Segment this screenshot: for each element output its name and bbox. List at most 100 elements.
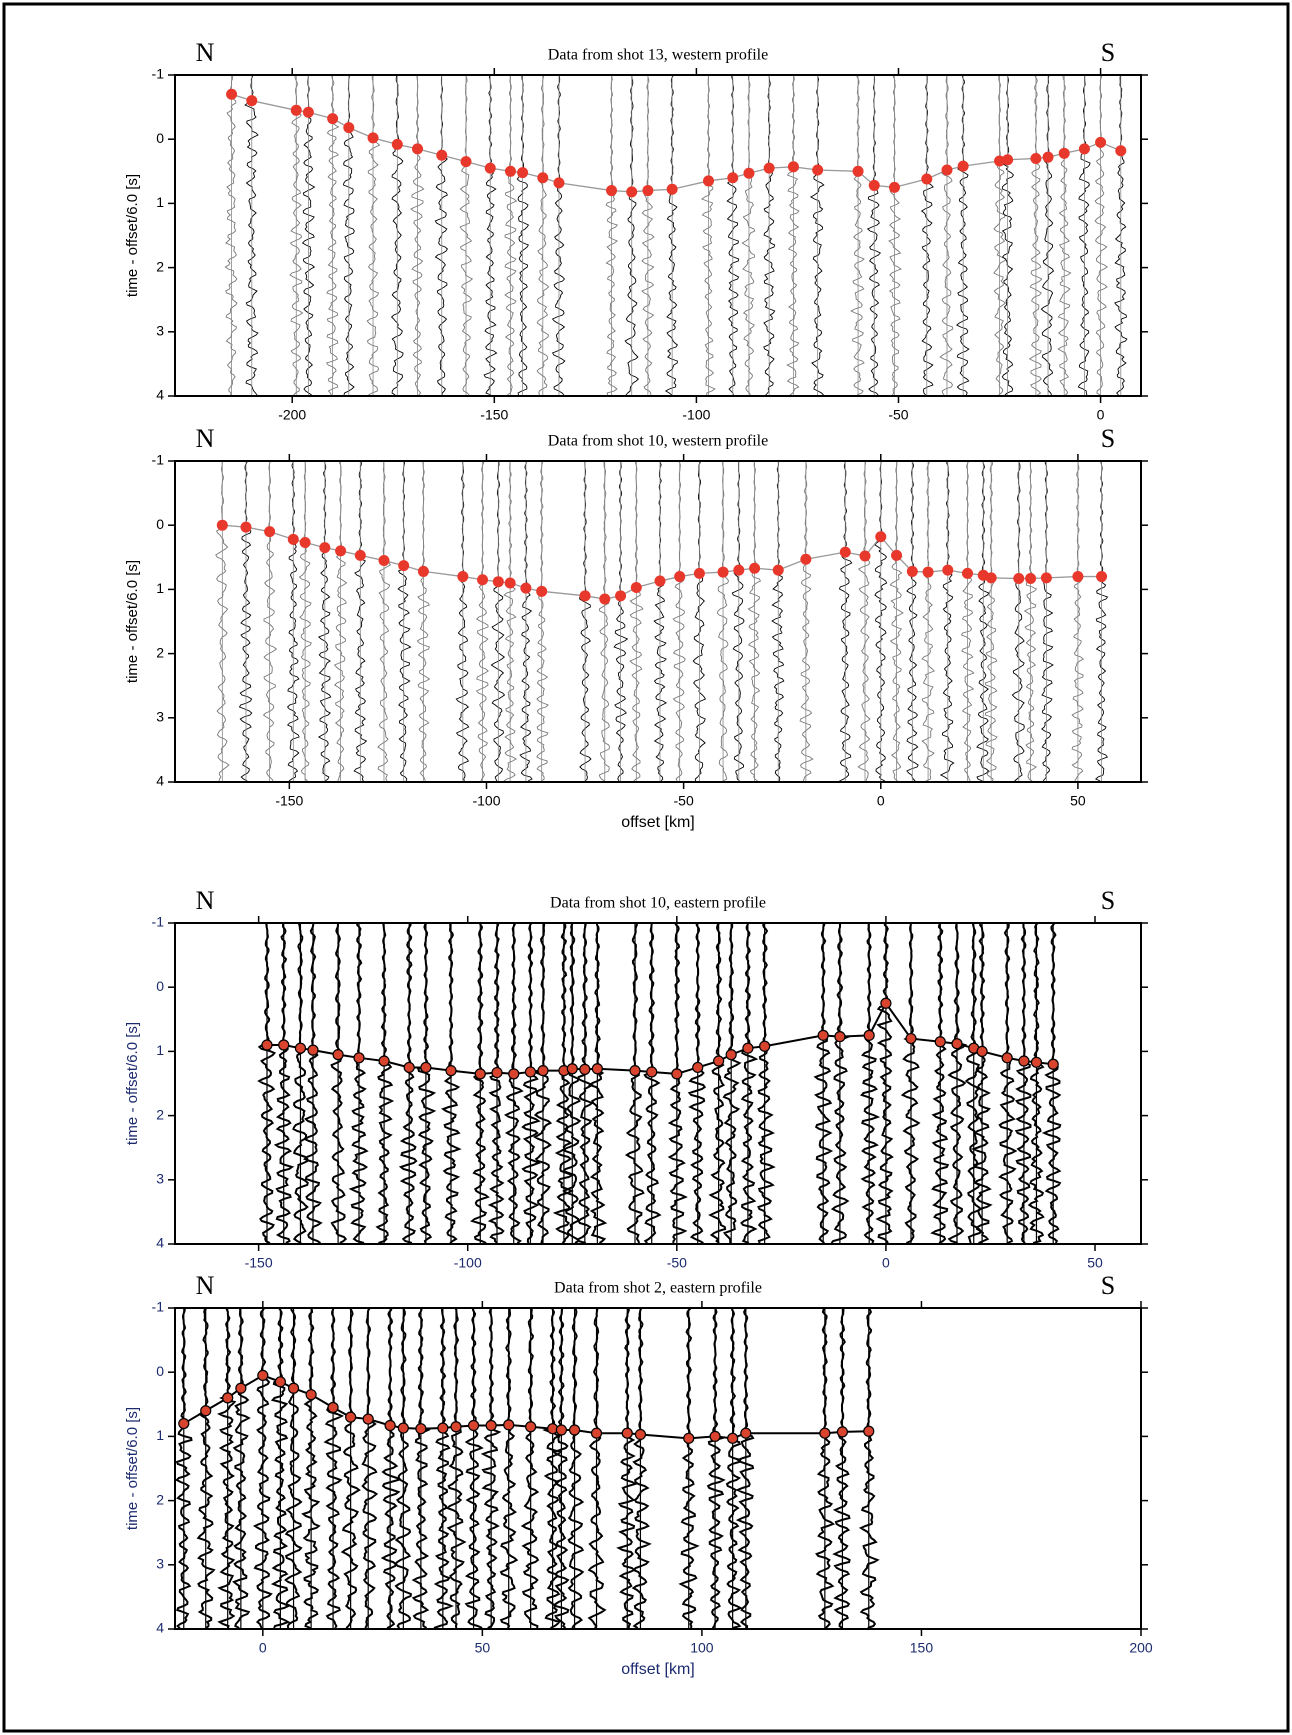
trace	[224, 75, 238, 396]
pick	[378, 555, 390, 567]
pick	[319, 542, 331, 554]
pick	[1078, 143, 1090, 155]
pick	[646, 1066, 658, 1078]
pick	[261, 1039, 273, 1051]
pick	[772, 564, 784, 576]
pick	[492, 576, 504, 588]
axes-frame	[174, 922, 1142, 1245]
pick	[222, 1392, 234, 1404]
pick	[1013, 572, 1025, 584]
trace	[706, 1308, 726, 1629]
y-tick-label: 2	[156, 644, 164, 660]
y-tick-label: 3	[156, 1556, 164, 1572]
trace	[725, 1308, 743, 1629]
y-tick-label: -1	[152, 66, 165, 82]
trace	[433, 1308, 454, 1629]
pick	[491, 1066, 503, 1079]
pick	[951, 1038, 963, 1050]
left-label: N	[196, 1271, 215, 1300]
panel-title: Data from shot 10, eastern profile	[550, 895, 766, 912]
pick	[299, 537, 311, 549]
trace	[252, 1308, 273, 1629]
y-tick-label: -1	[152, 914, 165, 930]
x-tick-label: -100	[682, 407, 710, 423]
pick	[934, 1036, 946, 1048]
pick	[537, 1065, 549, 1077]
y-tick-label: 2	[156, 258, 164, 274]
pick	[524, 1066, 537, 1078]
pick	[555, 1424, 568, 1436]
pick	[727, 172, 739, 184]
trace	[270, 1308, 291, 1629]
trace	[475, 461, 489, 782]
y-tick-label: 0	[156, 130, 164, 146]
pick	[800, 553, 812, 565]
pick	[367, 132, 379, 144]
x-tick-label: -150	[245, 1255, 273, 1271]
pick	[985, 572, 997, 584]
pick	[836, 1426, 849, 1438]
y-axis-label: time - offset/6.0 [s]	[124, 1022, 141, 1145]
pick	[517, 167, 529, 179]
y-tick-label: 3	[156, 1171, 164, 1187]
trace	[1071, 461, 1084, 782]
pick	[362, 1413, 374, 1425]
x-tick-label: -200	[278, 407, 306, 423]
y-tick-label: -1	[152, 1299, 165, 1315]
pick	[868, 179, 880, 191]
x-tick-label: 50	[1070, 793, 1086, 809]
trace	[664, 75, 679, 396]
pick	[274, 1376, 286, 1388]
pick	[420, 1061, 432, 1074]
pick	[178, 1417, 190, 1430]
trace	[1057, 75, 1072, 396]
x-tick-label: 0	[259, 1640, 267, 1656]
pick	[525, 1421, 537, 1433]
y-tick-label: 1	[156, 194, 164, 210]
trace	[434, 75, 448, 396]
x-tick-label: -100	[454, 1255, 482, 1271]
pick	[1058, 147, 1070, 159]
pick	[906, 565, 918, 577]
trace	[292, 923, 309, 1244]
pick	[1030, 152, 1042, 164]
pick	[450, 1421, 462, 1433]
trace	[930, 923, 950, 1244]
trace	[687, 923, 707, 1244]
trace	[799, 461, 814, 782]
pick	[553, 177, 565, 189]
x-tick-label: -100	[472, 793, 500, 809]
pick	[749, 562, 761, 574]
trace	[393, 1308, 413, 1629]
y-axis-label: time - offset/6.0 [s]	[124, 560, 141, 683]
pick	[591, 1063, 603, 1075]
y-tick-label: 4	[156, 773, 164, 789]
trace	[353, 461, 368, 782]
pick	[905, 1032, 917, 1045]
panel-title: Data from shot 13, western profile	[548, 47, 768, 64]
pick	[436, 149, 448, 161]
pick	[437, 1422, 449, 1434]
panel-title: Data from shot 2, eastern profile	[554, 1280, 762, 1297]
pick	[1040, 572, 1052, 584]
pick	[759, 1040, 771, 1052]
pick	[345, 1411, 357, 1423]
pick	[415, 1423, 427, 1435]
x-tick-label: 100	[690, 1640, 714, 1656]
pick	[683, 1432, 695, 1444]
pick	[467, 1419, 480, 1432]
trace	[976, 461, 990, 782]
pick	[1047, 1058, 1059, 1070]
trace	[860, 923, 881, 1244]
x-tick-label: 0	[877, 793, 885, 809]
trace	[551, 75, 566, 396]
trace	[888, 75, 902, 396]
trace	[499, 1308, 519, 1629]
trace	[470, 923, 490, 1244]
pick	[590, 1427, 603, 1439]
pick-line	[222, 524, 1102, 600]
pick	[504, 165, 516, 177]
trace	[325, 75, 340, 396]
pick	[812, 164, 824, 176]
